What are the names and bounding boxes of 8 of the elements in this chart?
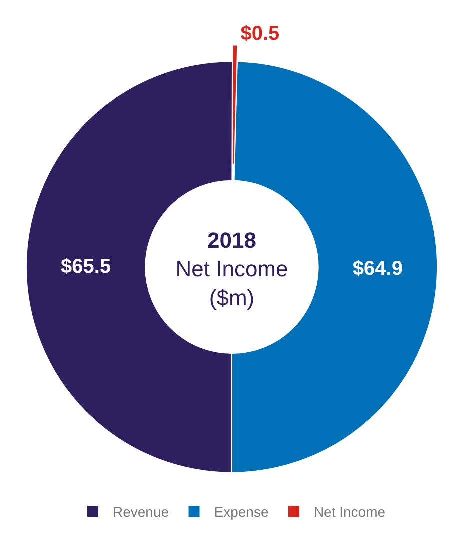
text: 2018 bbox=[208, 228, 256, 254]
data-label: $65.5 bbox=[61, 256, 112, 278]
data-label: $64.9 bbox=[352, 258, 403, 280]
legend-label: Revenue bbox=[113, 504, 170, 520]
data-label: $0.5 bbox=[240, 23, 280, 46]
text: Net Income ($m) bbox=[176, 256, 288, 310]
legend-label: Net Income bbox=[314, 504, 386, 520]
legend-label: Expense bbox=[214, 504, 269, 520]
